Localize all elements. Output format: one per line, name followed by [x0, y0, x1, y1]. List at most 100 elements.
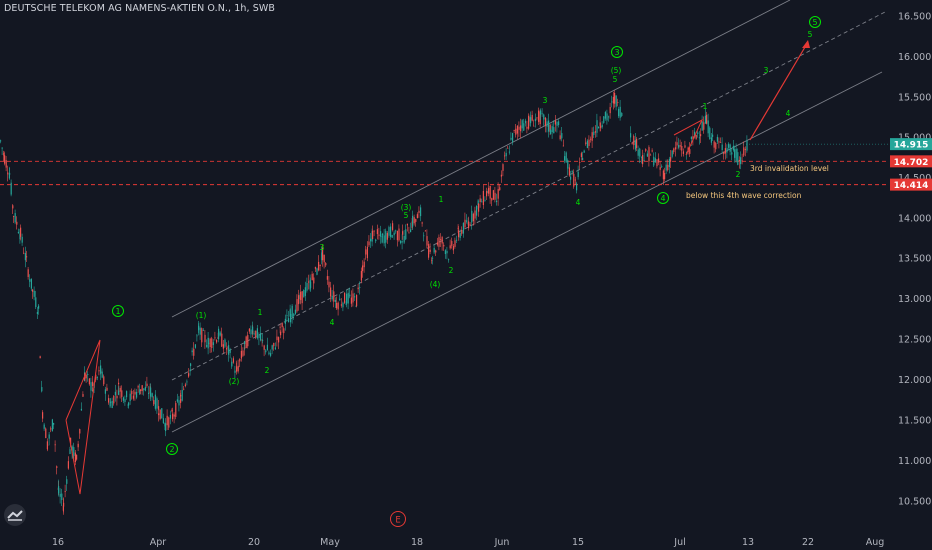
candle-body [111, 400, 113, 409]
candle-body [448, 259, 450, 261]
x-tick-label: 15 [572, 537, 584, 548]
projection-arrow-line[interactable] [749, 41, 809, 141]
candle-body [166, 415, 168, 426]
candle-body [486, 191, 488, 197]
candle-body [376, 229, 378, 234]
candle-body [284, 318, 286, 324]
candle-body [656, 159, 658, 167]
candle-body [43, 424, 45, 429]
tradingview-logo-icon[interactable] [4, 504, 26, 526]
candle-body [204, 334, 206, 343]
wave-label: 3 [320, 243, 325, 252]
candle-body [443, 244, 445, 247]
candle-body [88, 378, 90, 385]
candle-body [248, 328, 250, 332]
wave-label: (5) [611, 66, 622, 75]
candle-body [393, 232, 395, 236]
candle-body [386, 233, 388, 240]
candle-body [681, 146, 683, 151]
candle-body [682, 151, 684, 154]
candle-body [726, 147, 728, 153]
candle-body [734, 149, 736, 158]
candle-body [721, 144, 723, 151]
candle-body [279, 326, 281, 328]
candle-body [707, 120, 709, 134]
candle-body [222, 344, 224, 349]
candle-body [395, 230, 397, 232]
candle-body [382, 233, 384, 236]
wave-label: 4 [330, 318, 335, 327]
candle-body [454, 240, 456, 247]
candle-body [456, 239, 458, 241]
candle-body [90, 382, 92, 391]
candle-body [190, 363, 192, 367]
candle-body [260, 333, 262, 341]
candle-body [334, 299, 336, 302]
candle-body [337, 302, 339, 310]
candle-body [441, 237, 443, 244]
candle-body [662, 170, 664, 180]
candle-body [590, 138, 592, 140]
candle-body [356, 294, 358, 306]
candle-body [212, 342, 214, 346]
candle-body [211, 338, 213, 349]
channel-upper-line[interactable] [171, 0, 791, 318]
wave-label: 4 [660, 194, 665, 203]
candle-body [196, 335, 198, 337]
x-tick-label: 20 [248, 537, 260, 548]
candle-body [319, 264, 321, 267]
wave-triangle[interactable] [65, 339, 101, 495]
candle-body [340, 304, 342, 306]
candle-body [703, 122, 705, 130]
candle-body [561, 133, 563, 139]
candle-body [108, 398, 110, 403]
candle-body [346, 293, 348, 304]
candle-body [58, 486, 60, 494]
candle-body [226, 348, 228, 350]
candle-body [678, 145, 680, 148]
candle-body [706, 114, 708, 124]
wave-triangle-2[interactable] [673, 118, 704, 156]
candle-body [378, 234, 380, 236]
candle-body [134, 391, 136, 395]
candle-body [664, 173, 666, 180]
candle-body [697, 132, 699, 134]
candle-body [281, 323, 283, 328]
candle-body [701, 121, 703, 131]
candle-body [497, 189, 499, 199]
y-tick-label: 12.000 [898, 375, 931, 386]
candle-body [428, 244, 430, 258]
candle-body [494, 192, 496, 200]
candle-body [633, 136, 635, 146]
candle-body [637, 149, 639, 156]
candle-body [520, 125, 522, 132]
candle-body [565, 152, 567, 163]
candle-body [219, 332, 221, 336]
candle-body [310, 281, 312, 288]
candle-body [621, 112, 623, 116]
candle-body [440, 239, 442, 240]
channel-lower-line[interactable] [171, 71, 883, 433]
candle-body [636, 138, 638, 148]
candle-body [654, 158, 656, 163]
candle-body [614, 92, 616, 104]
candle-body [191, 350, 193, 353]
candle-body [41, 387, 43, 392]
candle-body [518, 126, 520, 130]
candle-body [716, 136, 718, 142]
y-tick-label: 16.500 [898, 12, 931, 23]
candle-body [1, 147, 3, 149]
candle-body [665, 164, 667, 171]
candle-body [218, 328, 220, 340]
candle-body [488, 187, 490, 194]
candle-body [165, 423, 167, 432]
event-marker-circle[interactable] [390, 511, 406, 527]
candle-body [651, 150, 653, 152]
candle-body [586, 140, 588, 148]
candle-body [516, 125, 518, 134]
candle-body [383, 235, 385, 244]
candle-body [515, 128, 517, 135]
candle-body [266, 344, 268, 351]
candle-body [505, 152, 507, 157]
